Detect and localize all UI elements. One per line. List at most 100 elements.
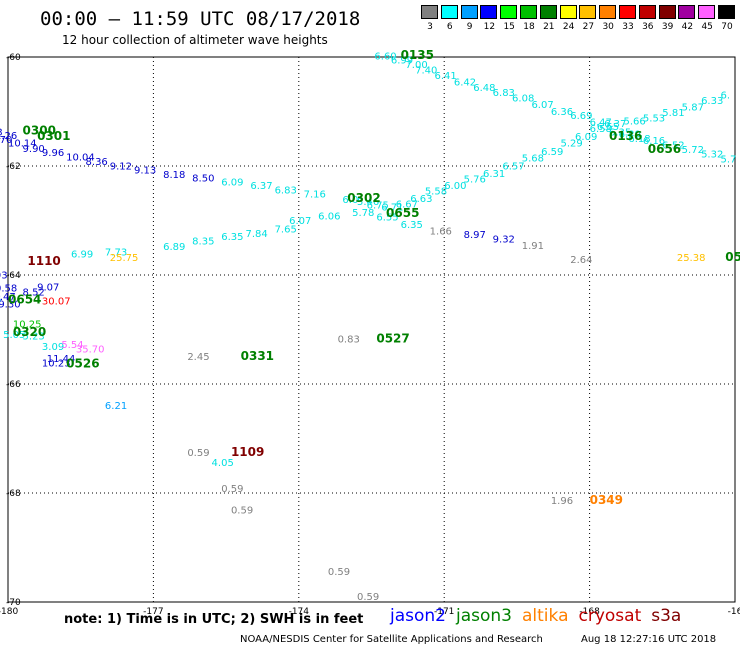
legend-swatch-label: 6 [446,22,453,32]
wave-height-label: 6.0 [342,195,358,206]
wave-height-label: 1.66 [430,227,452,238]
lon-tick-label: -168 [579,607,600,617]
wave-height-label: 6.75 [367,201,389,212]
wave-height-label: 6.33 [701,96,723,107]
pass-time-label: 0331 [241,349,274,363]
wave-height-label: 6.29 [619,130,641,141]
lat-tick-label: -62 [6,162,21,172]
satellite-legend-item: cryosat [578,606,642,626]
wave-height-label: 6.00 [444,181,466,192]
wave-height-label: 10.93 [0,270,8,281]
legend-swatch-label: 42 [681,22,694,32]
lat-tick-label: -60 [6,53,21,63]
wave-height-label: 7.00 [405,60,427,71]
page-subtitle: 12 hour collection of altimeter wave hei… [62,33,328,47]
wave-height-label: 6.47 [590,118,612,129]
pass-time-label: 0301 [37,129,70,143]
lon-tick-label: -177 [143,607,163,617]
pass-time-label: 0655 [386,206,419,220]
wave-height-label: 9.12 [110,161,132,172]
wave-height-label: 6.06 [318,211,340,222]
wave-height-label: 7.16 [304,190,326,201]
legend-swatch-label: 3 [427,22,433,32]
wave-height-label: 6.18 [628,134,650,145]
wave-height-label: 6.37 [604,119,626,130]
lon-tick-label: -171 [434,607,454,617]
legend-swatch [658,5,676,19]
wave-height-label: 6.36 [551,107,573,118]
pass-time-label: 0136 [609,129,642,143]
wave-height-label: 5.72 [682,145,704,156]
legend-swatch [421,5,438,19]
wave-height-label: 6.07 [289,216,311,227]
lon-tick-label: -174 [289,607,310,617]
wave-height-label: 5.68 [522,154,544,165]
satellite-legend-item: s3a [651,606,682,626]
wave-height-label: 9.30 [0,300,21,311]
wave-height-label: 9.90 [23,144,45,155]
satellite-legend-item: jason2 [390,606,446,626]
legend-swatch [698,5,716,19]
wave-height-label: 1.91 [522,241,544,252]
wave-height-label: 2.45 [187,352,209,363]
legend-swatch [579,5,597,19]
wave-height-label: 8.36 [86,157,108,168]
legend-swatch-label: 12 [483,22,496,32]
wave-height-label: 5.7 [720,155,736,166]
wave-height-label: 1.96 [551,496,573,507]
legend-swatch [440,5,458,19]
legend-swatch-label: 30 [602,22,614,32]
legend-swatch [638,5,656,19]
map-frame [7,56,736,603]
wave-height-label: 11.26 [0,131,17,142]
pass-time-label: 0349 [590,493,623,507]
wave-height-label: 6.31 [483,169,505,180]
credit-text: NOAA/NESDIS Center for Satellite Applica… [240,634,543,645]
wave-height-label: 6.48 [473,83,495,94]
wave-height-label: 25.75 [110,253,139,264]
wave-height-label: 8.35 [192,236,214,247]
pass-time-label: 0135 [401,48,434,62]
wave-height-label: 0.59 [187,448,209,459]
wave-height-label: 6.55 [376,213,398,224]
wave-height-label: 5.53 [643,113,665,124]
wave-height-label: 11.44 [47,354,76,365]
wave-height-label: 6.35 [221,232,243,243]
wave-height-label: 5.46 [357,197,379,208]
wave-height-label: 4.05 [212,458,234,469]
wave-height-label: 6. [720,90,730,101]
wave-height-label: 8.50 [192,173,214,184]
wave-height-label: 8.76 [0,294,1,305]
wave-height-label: 10.58 [0,283,17,294]
wave-height-label: 6.35 [401,220,423,231]
wave-height-label: 6.21 [105,401,127,412]
legend-swatch-label: 36 [642,22,654,32]
legend-swatch [559,5,577,19]
wave-height-label: 9.47 [0,292,16,303]
pass-time-label: 0302 [347,191,380,205]
wave-height-label: 5.81 [662,108,684,119]
legend-swatch [520,5,537,19]
wave-height-label: 6.09 [575,132,597,143]
wave-height-label: 9.96 [42,148,64,159]
wave-height-label: 6.60 [374,52,396,63]
legend-swatch-label: 39 [661,22,674,32]
wave-height-label: 5.76 [464,174,486,185]
wave-height-label: 5.54 [61,340,83,351]
wave-height-label: 6.52 [662,141,684,152]
footer-note: note: 1) Time is in UTC; 2) SWH is in fe… [64,612,364,627]
legend-swatch [619,5,636,19]
wave-height-label: 10.25 [13,319,42,330]
wave-height-label: 6.59 [541,147,563,158]
wave-height-label: 7.73 [105,247,127,258]
page-title: 00:00 – 11:59 UTC 08/17/2018 [40,8,361,30]
legend-swatch-label: 45 [701,22,713,32]
pass-time-label: 0300 [23,123,56,137]
wave-height-label: 11.70 [0,135,12,146]
wave-height-label: 8.52 [23,288,45,299]
legend-swatch [460,5,478,19]
wave-height-label: 6.09 [221,178,243,189]
wave-height-label: 6.99 [391,56,413,67]
wave-height-label: 9.32 [493,234,515,245]
satellite-legend-item: altika [522,606,569,626]
